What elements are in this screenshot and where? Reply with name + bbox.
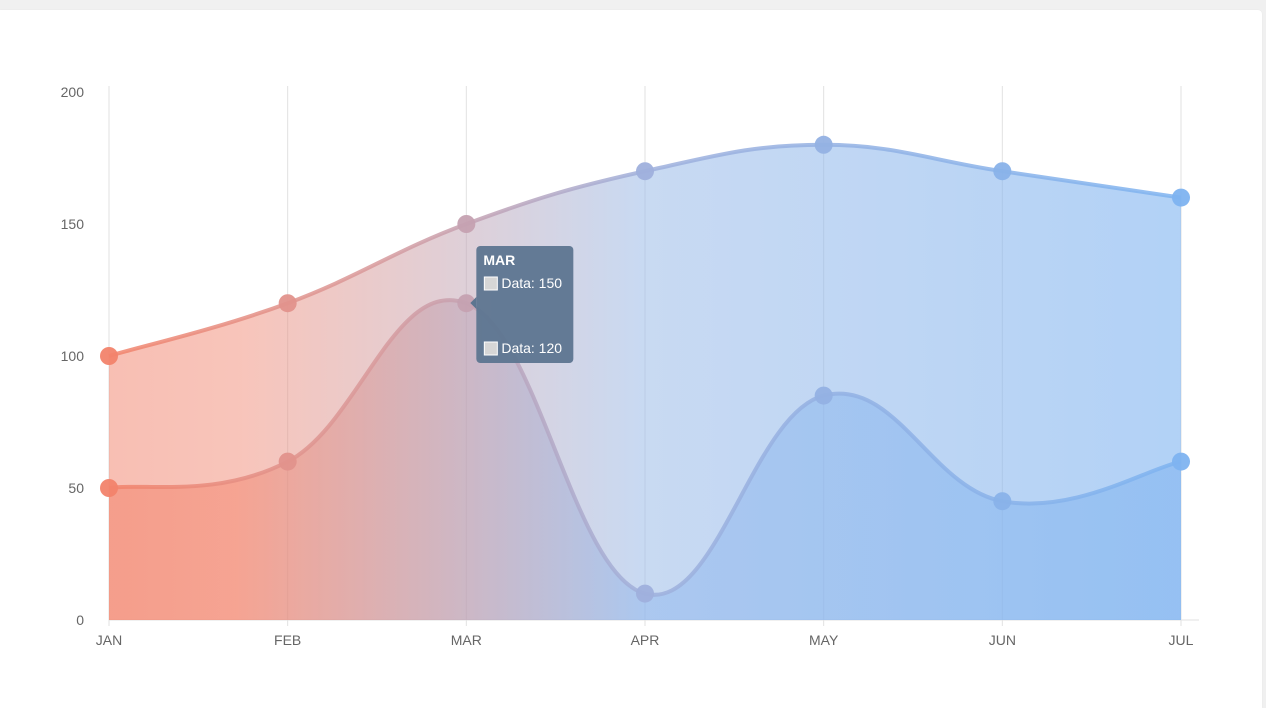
data-point-s2-jun [993,492,1012,511]
data-point-s2-may [814,386,833,405]
data-point-s1-feb [278,294,297,313]
tooltip-line-1: Data: 150 [501,275,562,291]
x-tick-label: APR [631,632,660,648]
x-tick-label: MAR [451,632,482,648]
data-point-s2-jan [100,479,118,497]
x-tick-label: JAN [96,632,122,648]
y-tick-label: 150 [61,216,85,232]
series-areas [109,144,1181,621]
y-tick-label: 100 [61,348,85,364]
series-2-area [109,300,1181,620]
x-tick-label: MAY [809,632,839,648]
data-point-s1-apr [636,162,654,181]
data-point-s1-mar [457,215,476,233]
y-tick-label: 50 [68,480,84,496]
tooltip-box [476,246,574,363]
data-point-s2-mar [457,294,476,313]
data-point-s1-may [814,135,833,154]
chart-card: 0 50 100 150 200 JAN FEB MAR APR MAY JUN JUL MAR Dat… [0,10,1262,708]
data-point-s2-feb [278,452,297,471]
data-point-s1-jul [1172,188,1190,207]
y-tick-label: 0 [76,612,84,628]
x-tick-label: FEB [274,632,301,648]
data-point-s1-jan [100,347,118,365]
tooltip-line-2: Data: 120 [501,340,562,356]
tooltip-swatch-1 [483,276,498,291]
y-tick-label: 200 [61,84,85,100]
tooltip-title: MAR [483,252,515,268]
x-tick-label: JUN [989,632,1016,648]
x-tick-label: JUL [1169,632,1194,648]
tooltip-swatch-2 [483,341,498,356]
area-chart: 0 50 100 150 200 JAN FEB MAR APR MAY JUN JUL MAR Dat… [61,84,1199,648]
data-point-s2-jul [1172,452,1190,471]
data-point-s2-apr [636,584,654,603]
axes: 0 50 100 150 200 JAN FEB MAR APR MAY JUN JUL [61,84,1194,648]
data-point-s1-jun [993,162,1012,181]
tooltip-caret [470,297,477,309]
tooltip: MAR Data: 150 Data: 120 [470,246,574,363]
data-points [100,135,1190,603]
